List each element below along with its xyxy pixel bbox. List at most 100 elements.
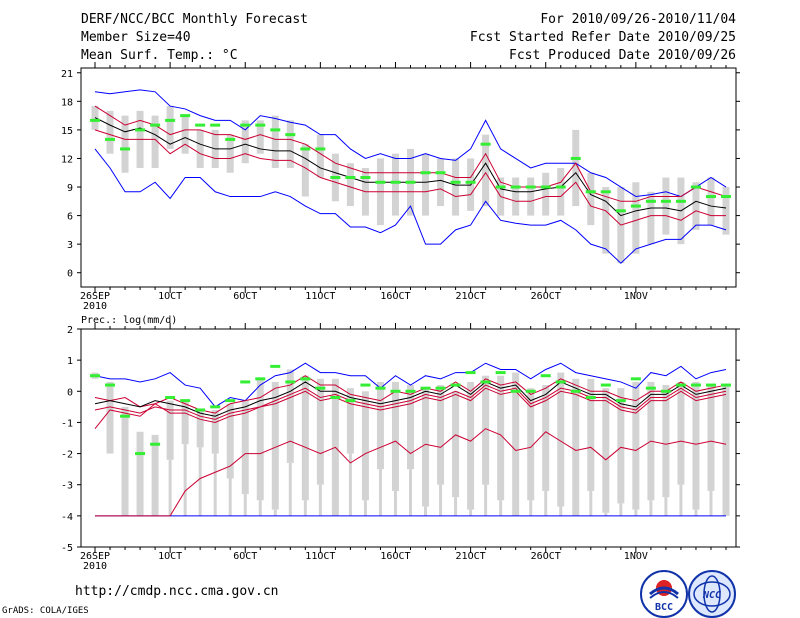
ensemble-box bbox=[226, 403, 234, 479]
y-tick-label: 15 bbox=[61, 126, 73, 137]
median-marker bbox=[315, 386, 326, 390]
ensemble-box bbox=[527, 388, 535, 501]
median-marker bbox=[450, 383, 461, 387]
ensemble-box bbox=[121, 115, 129, 173]
ensemble-box bbox=[271, 115, 279, 168]
x-tick-label: 26OCT bbox=[531, 551, 561, 562]
ensemble-box bbox=[707, 177, 715, 226]
ensemble-box bbox=[572, 129, 580, 207]
ensemble-box bbox=[391, 381, 399, 491]
ensemble-whisker bbox=[183, 444, 187, 516]
x-tick-label: 16OCT bbox=[380, 291, 410, 302]
variable-label: Mean Surf. Temp.: °C bbox=[81, 48, 238, 63]
median-marker bbox=[480, 142, 491, 146]
median-marker bbox=[570, 389, 581, 393]
ensemble-whisker bbox=[258, 500, 262, 516]
median-marker bbox=[630, 204, 641, 208]
ensemble-box bbox=[512, 372, 520, 516]
ensemble-box bbox=[482, 134, 490, 207]
ensemble-box bbox=[301, 375, 309, 501]
ensemble-box bbox=[316, 134, 324, 178]
median-marker bbox=[690, 383, 701, 387]
median-marker bbox=[510, 185, 521, 189]
ensemble-box bbox=[256, 120, 264, 154]
median-marker bbox=[210, 405, 221, 409]
median-marker bbox=[165, 118, 176, 122]
ensemble-whisker bbox=[243, 494, 247, 516]
ensemble-box bbox=[376, 381, 384, 470]
max-line bbox=[94, 89, 727, 198]
ensemble-box bbox=[632, 182, 640, 254]
ensemble-box bbox=[557, 372, 565, 507]
ensemble-box bbox=[136, 431, 144, 516]
median-marker bbox=[615, 399, 626, 403]
median-marker bbox=[285, 133, 296, 137]
median-marker bbox=[270, 128, 281, 132]
x-tick-label: 6OCT bbox=[233, 551, 257, 562]
ensemble-box bbox=[512, 177, 520, 216]
ensemble-whisker bbox=[484, 484, 488, 516]
y-tick-label: -2 bbox=[61, 450, 73, 461]
ensemble-whisker bbox=[303, 500, 307, 516]
ensemble-box bbox=[241, 400, 249, 495]
median-marker bbox=[721, 383, 731, 387]
median-marker bbox=[495, 185, 506, 189]
ensemble-box bbox=[166, 106, 174, 149]
ensemble-box bbox=[662, 177, 670, 235]
median-marker bbox=[120, 147, 131, 151]
median-marker bbox=[675, 199, 686, 203]
lower-band-line bbox=[94, 129, 726, 226]
ncc-logo: NCC bbox=[688, 570, 736, 618]
median-marker bbox=[615, 209, 626, 213]
median-marker bbox=[600, 383, 611, 387]
footer-url[interactable]: http://cmdp.ncc.cma.gov.cn bbox=[75, 584, 279, 599]
ensemble-box bbox=[707, 385, 715, 491]
max-line bbox=[94, 362, 727, 408]
ensemble-whisker bbox=[664, 497, 668, 516]
median-marker bbox=[300, 377, 311, 381]
ensemble-whisker bbox=[198, 447, 202, 516]
produced-date: Fcst Produced Date 2010/09/26 bbox=[509, 48, 736, 63]
median-marker bbox=[555, 380, 566, 384]
panel-frame bbox=[80, 328, 737, 548]
x-tick-sublabel: 2010 bbox=[83, 561, 107, 572]
min-line bbox=[95, 428, 727, 517]
median-marker bbox=[255, 123, 266, 127]
y-tick-label: -5 bbox=[61, 543, 73, 554]
median-marker bbox=[705, 383, 716, 387]
median-marker bbox=[585, 190, 596, 194]
median-marker bbox=[195, 408, 206, 412]
x-tick-label: 26SEP bbox=[80, 551, 110, 562]
median-marker bbox=[405, 180, 416, 184]
ensemble-box bbox=[106, 381, 114, 454]
median-marker bbox=[90, 118, 100, 122]
y-tick-label: -3 bbox=[61, 481, 73, 492]
upper-band-line bbox=[94, 105, 727, 202]
median-marker bbox=[405, 389, 416, 393]
ensemble-box bbox=[482, 375, 490, 485]
x-tick-label: 1NOV bbox=[624, 551, 648, 562]
ensemble-whisker bbox=[694, 509, 698, 516]
median-marker bbox=[390, 180, 401, 184]
ensemble-whisker bbox=[378, 469, 382, 516]
ensemble-box bbox=[241, 120, 249, 164]
median-marker bbox=[660, 199, 671, 203]
x-tick-label: 6OCT bbox=[233, 291, 257, 302]
median-marker bbox=[570, 156, 581, 160]
ensemble-whisker bbox=[649, 500, 653, 516]
y-tick-label: 2 bbox=[67, 325, 73, 336]
ensemble-box bbox=[181, 400, 189, 445]
median-marker bbox=[675, 383, 686, 387]
ensemble-box bbox=[692, 381, 700, 510]
ensemble-whisker bbox=[469, 509, 473, 516]
median-marker bbox=[165, 396, 176, 400]
median-marker bbox=[525, 185, 536, 189]
panel-frame bbox=[80, 67, 737, 288]
x-tick-label: 16OCT bbox=[380, 551, 410, 562]
ensemble-whisker bbox=[213, 453, 217, 516]
chart-title: DERF/NCC/BCC Monthly Forecast bbox=[81, 12, 308, 27]
second-lower-line bbox=[94, 387, 727, 429]
x-tick-label: 21OCT bbox=[456, 291, 486, 302]
